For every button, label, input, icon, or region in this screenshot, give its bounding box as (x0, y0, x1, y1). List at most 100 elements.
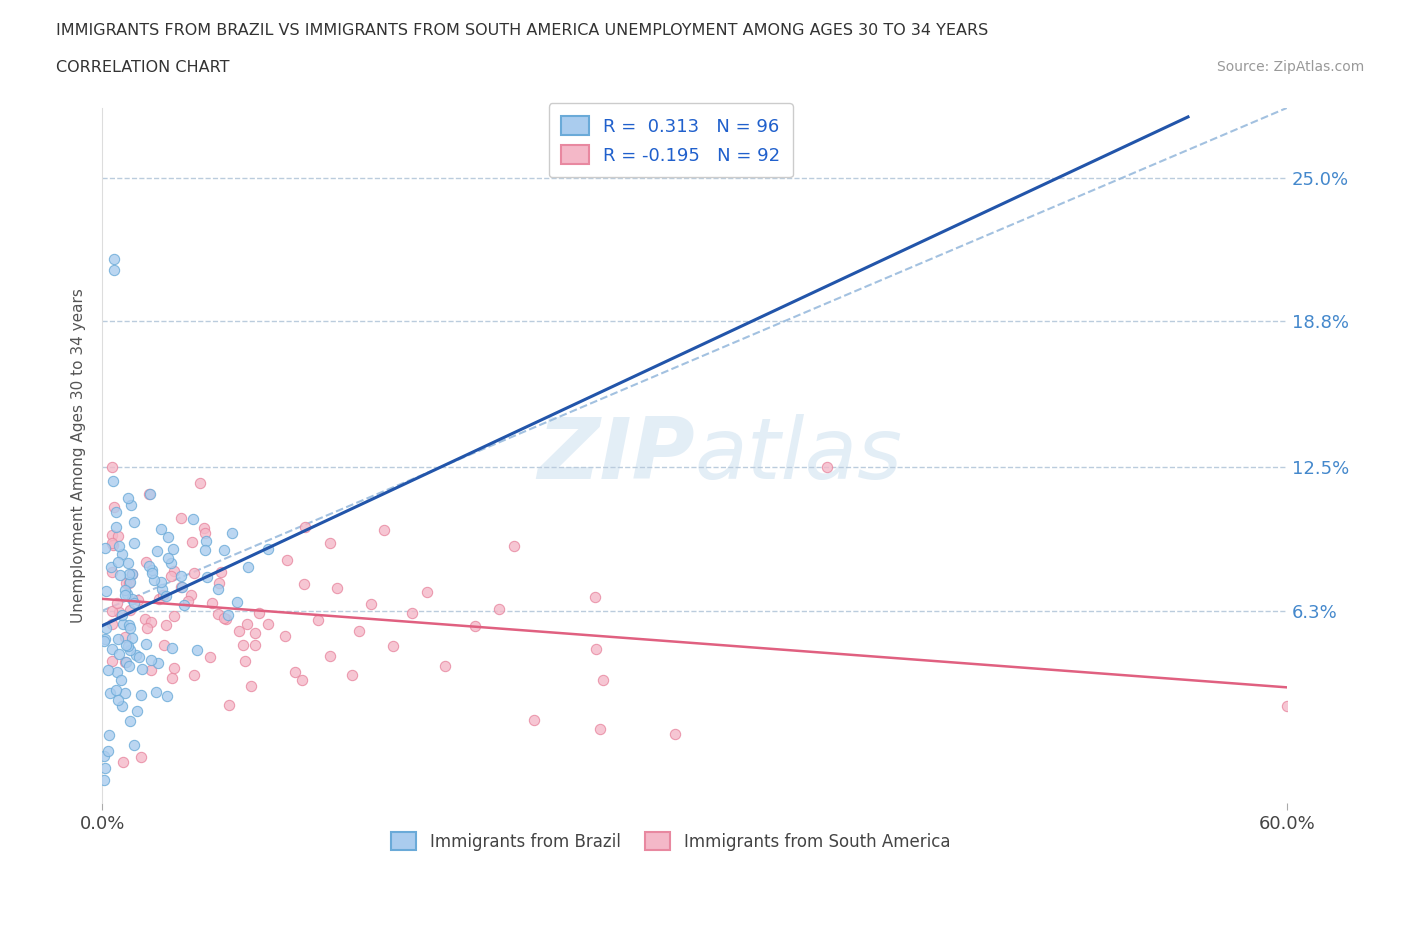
Point (101, 527, 124, 542)
Point (101, 536, 124, 551)
Point (142, 573, 165, 588)
Point (592, 672, 614, 687)
Point (195, 569, 218, 584)
Point (107, 528, 129, 543)
Point (117, 490, 139, 505)
Point (209, 565, 232, 579)
Point (129, 750, 152, 764)
Point (308, 613, 330, 628)
Point (212, 543, 235, 558)
Point (118, 566, 141, 581)
Point (112, 617, 135, 631)
Point (347, 623, 370, 638)
Point (135, 637, 157, 652)
Point (232, 638, 254, 653)
Point (236, 617, 259, 631)
Point (173, 598, 195, 613)
Point (257, 617, 280, 631)
Point (152, 582, 174, 597)
Point (276, 552, 298, 567)
Point (105, 683, 128, 698)
Point (146, 656, 169, 671)
Point (139, 486, 162, 501)
Point (101, 642, 124, 657)
Point (103, 263, 125, 278)
Point (125, 703, 148, 718)
Legend: Immigrants from Brazil, Immigrants from South America: Immigrants from Brazil, Immigrants from … (385, 825, 957, 857)
Point (100, 560, 122, 575)
Point (156, 551, 179, 565)
Point (101, 459, 124, 474)
Point (101, 617, 124, 631)
Point (118, 658, 141, 673)
Point (121, 631, 143, 645)
Point (138, 486, 160, 501)
Point (111, 608, 134, 623)
Point (215, 612, 238, 627)
Point (149, 575, 172, 590)
Point (124, 595, 146, 610)
Point (105, 505, 128, 520)
Point (181, 512, 204, 526)
Point (170, 569, 193, 584)
Point (117, 639, 139, 654)
Point (247, 606, 270, 621)
Point (114, 582, 136, 597)
Point (107, 631, 129, 646)
Point (107, 604, 129, 619)
Point (257, 542, 280, 557)
Point (148, 592, 170, 607)
Point (200, 595, 222, 610)
Point (93, 749, 115, 764)
Point (114, 630, 136, 644)
Point (97, 743, 120, 758)
Point (464, 618, 486, 633)
Point (105, 596, 128, 611)
Point (373, 523, 395, 538)
Point (274, 629, 297, 644)
Point (124, 536, 146, 551)
Point (135, 554, 157, 569)
Point (292, 577, 315, 591)
Point (163, 608, 186, 623)
Point (195, 534, 218, 549)
Point (124, 738, 146, 753)
Point (583, 590, 606, 604)
Point (150, 521, 173, 536)
Point (97, 662, 120, 677)
Point (156, 688, 179, 703)
Point (382, 638, 405, 653)
Point (128, 649, 150, 664)
Point (101, 565, 124, 579)
Point (153, 637, 176, 652)
Point (120, 498, 142, 513)
Point (664, 726, 686, 741)
Text: CORRELATION CHART: CORRELATION CHART (56, 60, 229, 75)
Point (318, 648, 340, 663)
Point (141, 614, 163, 629)
Point (156, 530, 179, 545)
Point (145, 684, 167, 699)
Point (188, 476, 211, 491)
Point (141, 563, 163, 578)
Point (488, 602, 510, 617)
Point (523, 712, 546, 727)
Point (110, 673, 132, 688)
Point (107, 554, 129, 569)
Point (180, 588, 202, 603)
Point (104, 520, 127, 535)
Point (111, 547, 134, 562)
Point (97, 727, 120, 742)
Point (243, 638, 266, 653)
Point (124, 515, 146, 530)
Point (94, 631, 117, 646)
Point (110, 567, 132, 582)
Point (416, 585, 439, 600)
Point (208, 576, 231, 591)
Point (115, 655, 138, 670)
Point (93, 773, 115, 788)
Point (101, 604, 124, 618)
Text: IMMIGRANTS FROM BRAZIL VS IMMIGRANTS FROM SOUTH AMERICA UNEMPLOYMENT AMONG AGES : IMMIGRANTS FROM BRAZIL VS IMMIGRANTS FRO… (56, 23, 988, 38)
Point (160, 568, 183, 583)
Point (193, 521, 215, 536)
